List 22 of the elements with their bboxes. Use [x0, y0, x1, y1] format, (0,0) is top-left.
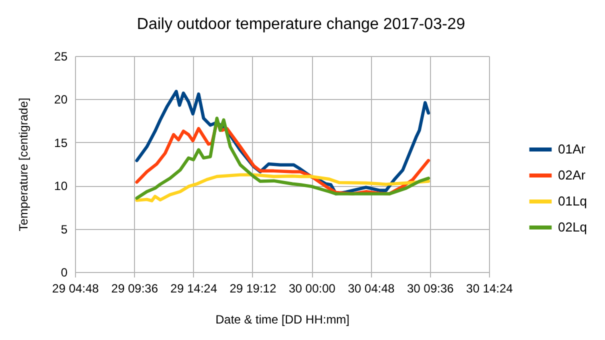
- y-tick-label: 5: [60, 222, 68, 236]
- y-tick-label: 20: [54, 92, 68, 107]
- x-axis-title: Date & time [DD HH:mm]: [215, 312, 350, 326]
- legend-label: 01Ar: [558, 142, 586, 156]
- x-tick-label: 30 00:00: [288, 282, 336, 296]
- line-series: [135, 173, 430, 202]
- x-tick-label: 29 19:12: [230, 282, 277, 296]
- x-tick-label: 29 04:48: [52, 282, 100, 296]
- x-tick-label: 30 09:36: [407, 282, 454, 296]
- y-axis-title: Temperature [centigrade]: [16, 98, 30, 232]
- y-tick-label: 0: [60, 266, 68, 280]
- legend-label: 02Ar: [558, 168, 586, 182]
- legend-label: 01Lq: [558, 194, 587, 208]
- x-tick-label: 29 09:36: [111, 282, 158, 296]
- x-tick-label: 29 14:24: [170, 282, 218, 296]
- y-tick-label: 15: [54, 136, 68, 150]
- legend-label: 02Lq: [558, 220, 587, 234]
- x-tick-label: 30 14:24: [466, 282, 514, 296]
- x-tick-label: 30 04:48: [348, 282, 395, 296]
- y-tick-label: 25: [54, 50, 68, 64]
- y-tick-label: 10: [54, 179, 68, 194]
- chart-title: Daily outdoor temperature change 2017-03-29: [136, 16, 466, 33]
